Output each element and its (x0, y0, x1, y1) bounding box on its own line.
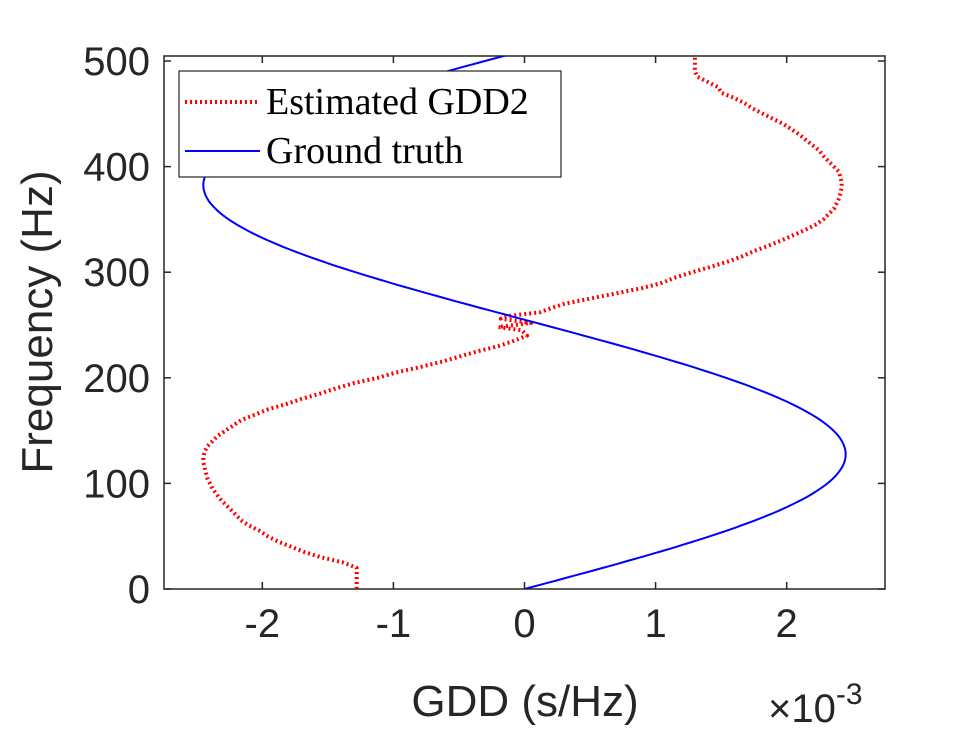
x-tick-label: -1 (376, 602, 412, 646)
y-tick-label: 100 (83, 462, 150, 506)
y-tick-label: 200 (83, 357, 150, 401)
x-axis-label: GDD (s/Hz) (411, 677, 638, 726)
multiplier-times: × (768, 687, 791, 731)
x-tick-label: -2 (245, 602, 281, 646)
multiplier-exponent: -3 (836, 678, 863, 711)
x-axis-multiplier: ×10-3 (768, 678, 863, 731)
x-tick-label: 2 (776, 602, 798, 646)
x-axis-ticks: -2 -1 0 1 2 (245, 56, 798, 646)
y-tick-label: 500 (83, 40, 150, 84)
legend-box (178, 70, 562, 178)
y-tick-label: 0 (128, 568, 150, 612)
legend: Estimated GDD2 Ground truth (178, 70, 562, 178)
series-estimated-gdd2 (201, 56, 844, 589)
legend-label-estimated-gdd2: Estimated GDD2 (266, 81, 529, 123)
legend-label-ground-truth: Ground truth (266, 130, 463, 172)
y-axis-label: Frequency (Hz) (13, 170, 62, 473)
y-axis-ticks: 0 100 200 300 400 500 (83, 40, 885, 612)
y-tick-label: 400 (83, 146, 150, 190)
x-tick-label: 0 (513, 602, 535, 646)
multiplier-base: 10 (791, 687, 836, 731)
x-tick-label: 1 (644, 602, 666, 646)
y-tick-label: 300 (83, 251, 150, 295)
